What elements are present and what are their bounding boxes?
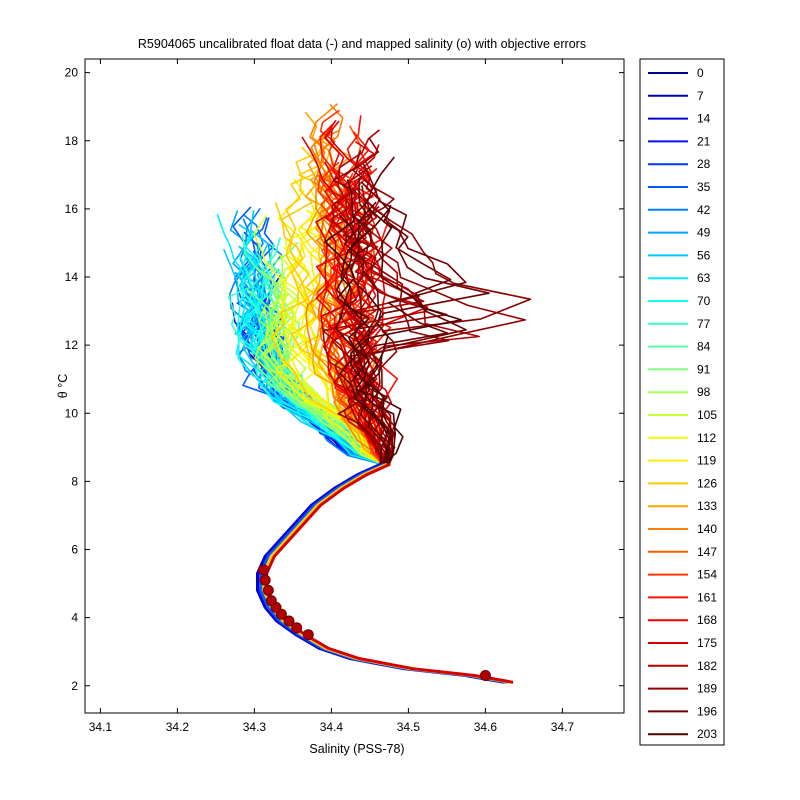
y-axis-label: θ °C <box>56 374 70 398</box>
legend-label: 140 <box>697 522 717 536</box>
legend-label: 35 <box>697 180 711 194</box>
y-tick-label: 20 <box>65 66 79 80</box>
x-axis-label: Salinity (PSS-78) <box>309 742 404 756</box>
legend-label: 63 <box>697 271 711 285</box>
y-tick-label: 18 <box>65 134 79 148</box>
mapped-salinity-point <box>258 564 270 576</box>
legend-label: 14 <box>697 112 711 126</box>
y-tick-label: 8 <box>71 474 78 488</box>
legend-label: 154 <box>697 568 717 582</box>
legend-label: 28 <box>697 157 711 171</box>
legend-label: 70 <box>697 294 711 308</box>
chart-title: R5904065 uncalibrated float data (-) and… <box>138 37 586 51</box>
legend-label: 133 <box>697 499 717 513</box>
legend-label: 126 <box>697 476 717 490</box>
legend-label: 112 <box>697 431 716 445</box>
legend-label: 196 <box>697 704 717 718</box>
legend-label: 77 <box>697 317 711 331</box>
legend-label: 168 <box>697 613 717 627</box>
x-tick-label: 34.4 <box>320 720 344 734</box>
legend-label: 161 <box>697 590 717 604</box>
mapped-salinity-point <box>302 629 314 641</box>
legend-label: 189 <box>697 682 717 696</box>
legend-label: 49 <box>697 226 711 240</box>
mapped-salinity-point <box>291 622 303 634</box>
y-tick-label: 12 <box>65 338 79 352</box>
x-tick-label: 34.5 <box>397 720 421 734</box>
legend-label: 119 <box>697 454 716 468</box>
y-tick-label: 10 <box>65 406 79 420</box>
x-tick-label: 34.7 <box>551 720 575 734</box>
mapped-salinity-point <box>262 584 274 596</box>
legend-box <box>639 58 725 746</box>
mapped-salinity-point <box>479 670 491 681</box>
x-axis-ticks: 34.1 34.2 34.3 34.4 34.5 34.6 34.7 <box>89 59 575 734</box>
legend-label: 105 <box>697 408 717 422</box>
legend-label: 147 <box>697 545 717 559</box>
mapped-salinity-point <box>259 574 271 586</box>
legend-label: 0 <box>697 66 704 80</box>
y-tick-label: 4 <box>71 611 78 625</box>
legend: 0 7 14 21 28 35 42 49 56 63 70 77 84 91 98 105 112 119 126… <box>639 58 725 746</box>
axes-box <box>84 58 625 714</box>
legend-label: 98 <box>697 385 711 399</box>
x-tick-label: 34.1 <box>89 720 113 734</box>
legend-label: 175 <box>697 636 717 650</box>
mapped-salinity-point <box>283 615 295 627</box>
legend-label: 203 <box>697 727 717 741</box>
y-tick-label: 16 <box>65 202 79 216</box>
y-axis-ticks: 2 4 6 8 10 12 14 16 18 20 <box>65 66 624 693</box>
legend-label: 56 <box>697 248 711 262</box>
x-tick-label: 34.2 <box>166 720 190 734</box>
plot-area <box>216 103 532 684</box>
legend-label: 84 <box>697 340 711 354</box>
legend-label: 91 <box>697 362 711 376</box>
legend-label: 21 <box>697 134 711 148</box>
mapped-salinity-markers <box>258 564 491 681</box>
x-tick-label: 34.6 <box>474 720 498 734</box>
y-tick-label: 6 <box>71 543 78 557</box>
mapped-salinity-point <box>265 595 277 607</box>
y-tick-label: 14 <box>65 270 79 284</box>
legend-label: 182 <box>697 659 717 673</box>
x-tick-label: 34.3 <box>243 720 267 734</box>
legend-label: 7 <box>697 89 704 103</box>
y-tick-label: 2 <box>71 679 78 693</box>
legend-label: 42 <box>697 203 711 217</box>
